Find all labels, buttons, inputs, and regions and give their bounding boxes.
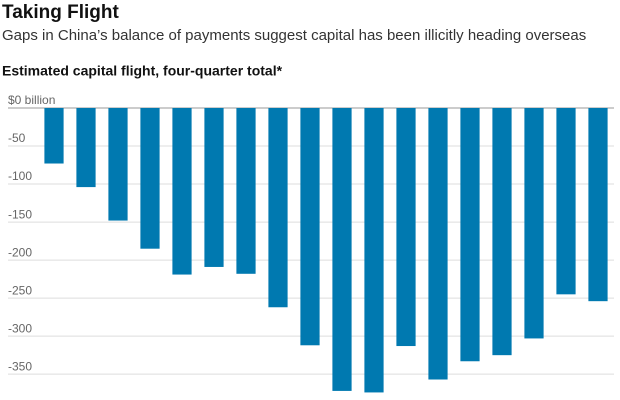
y-tick-label: -150 [8, 207, 32, 221]
bar [140, 108, 160, 249]
bar [108, 108, 128, 221]
bar [492, 108, 512, 356]
y-tick-label: -100 [8, 169, 32, 183]
bar [588, 108, 608, 302]
bar [300, 108, 320, 346]
bar [428, 108, 448, 380]
y-tick-label: -350 [8, 359, 32, 373]
bar [172, 108, 192, 275]
y-tick-label: -300 [8, 321, 32, 335]
bar [556, 108, 576, 295]
chart-label: Estimated capital flight, four-quarter t… [2, 63, 283, 79]
y-tick-label: $0 billion [8, 93, 55, 107]
bar [332, 108, 352, 391]
y-tick-label: -50 [8, 131, 26, 145]
chart-title: Taking Flight [2, 2, 119, 23]
bar [236, 108, 256, 274]
bar [364, 108, 384, 393]
bar [396, 108, 416, 347]
chart-subtitle: Gaps in China’s balance of payments sugg… [2, 27, 586, 44]
bar [204, 108, 224, 267]
y-tick-label: -200 [8, 245, 32, 259]
bar [76, 108, 96, 188]
y-tick-label: -250 [8, 283, 32, 297]
bar [524, 108, 544, 339]
bar [460, 108, 480, 362]
bar [268, 108, 288, 308]
bar [44, 108, 64, 164]
